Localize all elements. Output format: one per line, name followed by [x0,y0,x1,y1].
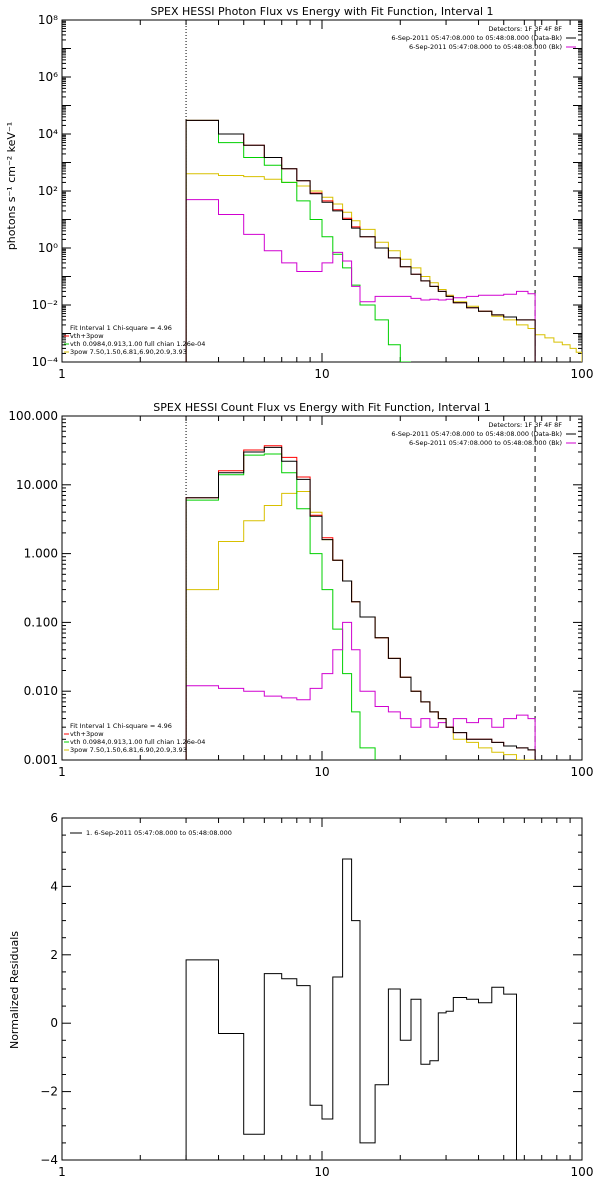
legend-bottom-left-entry: vth+3pow [70,332,104,340]
data-bk-series-line [185,119,536,362]
x-tick-label: 100 [571,1165,594,1179]
photon-flux-title: SPEX HESSI Photon Flux vs Energy with Fi… [150,5,493,18]
x-tick-label: 10 [314,765,329,779]
x-tick-label: 1 [58,765,66,779]
y-tick-label: −2 [40,1085,58,1099]
y-tick-label: 0.001 [24,753,58,767]
legend-bottom-left-entry: Fit Interval 1 Chi-square = 4.96 [70,722,172,730]
photon-flux-panel: SPEX HESSI Photon Flux vs Energy with Fi… [5,5,593,381]
residuals-plot: 1 10 100 −4 −2 0 2 4 6 1. 6-Sep-2011 05:47:08.000… [40,811,593,1179]
residuals-panel: Normalized Residuals 1 10 100 −4 −2 0 2 4 6 1. 6-… [8,811,593,1179]
legend-top-right-entry: Detectors: 1F 3F 4F 8F [488,25,562,33]
legend-top-right-entry: 6-Sep-2011 05:47:08.000 to 05:48:08.000 … [391,34,562,42]
y-tick-label: 2 [50,948,58,962]
series-group [185,119,582,362]
y-tick-label: 10⁸ [38,13,58,27]
y-tick-label: 10⁰ [38,241,58,255]
y-tick-label: 0.010 [24,684,58,698]
data-bk-series-line [185,446,536,760]
y-tick-label: 0.100 [24,615,58,629]
y-tick-label: 10.000 [16,478,58,492]
series-group [185,445,536,760]
count-flux-panel: SPEX HESSI Count Flux vs Energy with Fit… [8,401,593,779]
legend-top-right-entry: 6-Sep-2011 05:47:08.000 to 05:48:08.000 … [409,439,562,447]
y-tick-label: 4 [50,879,58,893]
x-tick-label: 1 [58,367,66,381]
legend: 1. 6-Sep-2011 05:47:08.000 to 05:48:08.0… [70,829,232,837]
x-tick-label: 10 [314,1165,329,1179]
count-flux-title: SPEX HESSI Count Flux vs Energy with Fit… [153,401,490,414]
x-tick-label: 100 [571,765,594,779]
legend: Detectors: 1F 3F 4F 8F6-Sep-2011 05:47:0… [64,25,576,356]
bk-series-line [185,621,536,760]
photon-flux-plot: 1 10 100 10⁻⁴ 10⁻² 10⁰ 10² 10⁴ 10⁶ 10⁸ Detectors: … [32,13,594,381]
y-tick-label: 10² [38,184,58,198]
y-tick-label: 1.000 [24,547,58,561]
series-group [185,858,517,1160]
legend-bottom-left-entry: vth 0.0984,0.913,1.00 full chian 1.26e-0… [70,340,205,348]
y-tick-label: 10⁻⁴ [32,355,59,369]
count-flux-plot: 1 10 100 0.001 0.010 0.100 1.000 10.000 100.000 D… [8,409,593,779]
legend: Detectors: 1F 3F 4F 8F6-Sep-2011 05:47:0… [64,421,576,754]
legend-top-right-entry: 6-Sep-2011 05:47:08.000 to 05:48:08.000 … [391,430,562,438]
y-tick-label: 100.000 [8,409,58,423]
y-tick-label: 10⁶ [38,70,58,84]
x-tick-label: 100 [571,367,594,381]
residuals-ylabel: Normalized Residuals [8,931,21,1049]
y-tick-label: 0 [50,1016,58,1030]
x-tick-label: 10 [314,367,329,381]
legend-bottom-left-entry: 3pow 7.50,1.50,6.81,6.90,20.9,3.93 [70,746,187,754]
photon-flux-ylabel: photons s⁻¹ cm⁻² keV⁻¹ [5,122,18,250]
y-tick-label: 10⁻² [32,298,59,312]
legend-bottom-left-entry: vth+3pow [70,730,104,738]
x-tick-label: 1 [58,1165,66,1179]
y-tick-label: 6 [50,811,58,825]
legend-top-right-entry: 6-Sep-2011 05:47:08.000 to 05:48:08.000 … [409,43,562,51]
y-tick-label: 10⁴ [38,127,58,141]
3pow-series-line [185,173,582,362]
legend-top-left-entry: 1. 6-Sep-2011 05:47:08.000 to 05:48:08.0… [86,829,232,837]
legend-top-right-entry: Detectors: 1F 3F 4F 8F [488,421,562,429]
legend-bottom-left-entry: 3pow 7.50,1.50,6.81,6.90,20.9,3.93 [70,348,187,356]
legend-bottom-left-entry: Fit Interval 1 Chi-square = 4.96 [70,324,172,332]
residual-series-line [185,858,517,1160]
legend-bottom-left-entry: vth 0.0984,0.913,1.00 full chian 1.26e-0… [70,738,205,746]
bk-series-line [185,199,536,362]
vth-series-line [185,119,411,362]
y-tick-label: −4 [40,1153,58,1167]
